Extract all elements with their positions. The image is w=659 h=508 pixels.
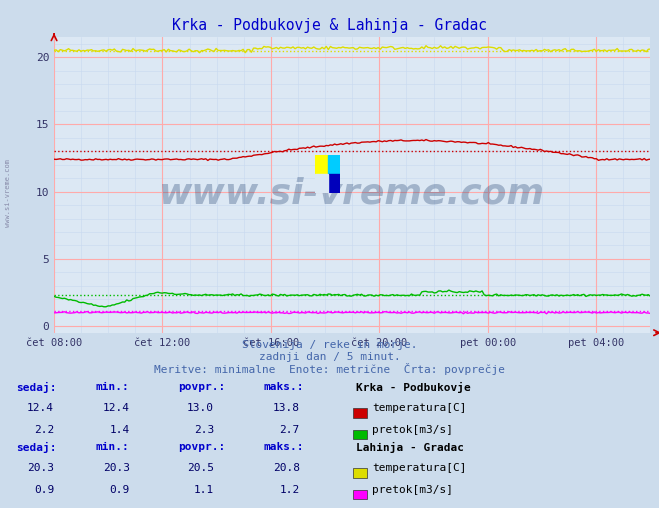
Text: 1.1: 1.1 [194, 485, 214, 495]
Text: Krka - Podbukovje & Lahinja - Gradac: Krka - Podbukovje & Lahinja - Gradac [172, 18, 487, 33]
Text: Krka - Podbukovje: Krka - Podbukovje [356, 382, 471, 393]
Text: Slovenija / reke in morje.: Slovenija / reke in morje. [242, 340, 417, 351]
Text: sedaj:: sedaj: [16, 442, 57, 453]
Text: 20.5: 20.5 [187, 463, 214, 473]
Text: 1.4: 1.4 [109, 425, 130, 435]
Text: povpr.:: povpr.: [178, 382, 225, 392]
Text: pretok[m3/s]: pretok[m3/s] [372, 485, 453, 495]
Polygon shape [315, 174, 328, 193]
Text: maks.:: maks.: [264, 382, 304, 392]
Text: 0.9: 0.9 [109, 485, 130, 495]
Text: sedaj:: sedaj: [16, 382, 57, 393]
Text: zadnji dan / 5 minut.: zadnji dan / 5 minut. [258, 352, 401, 362]
Text: Lahinja - Gradac: Lahinja - Gradac [356, 442, 464, 453]
Text: 2.7: 2.7 [279, 425, 300, 435]
Text: min.:: min.: [96, 382, 129, 392]
Text: min.:: min.: [96, 442, 129, 452]
Text: 20.3: 20.3 [27, 463, 54, 473]
Text: maks.:: maks.: [264, 442, 304, 452]
Polygon shape [328, 174, 340, 193]
Text: 2.3: 2.3 [194, 425, 214, 435]
Text: 20.8: 20.8 [273, 463, 300, 473]
Text: pretok[m3/s]: pretok[m3/s] [372, 425, 453, 435]
Text: povpr.:: povpr.: [178, 442, 225, 452]
Text: Meritve: minimalne  Enote: metrične  Črta: povprečje: Meritve: minimalne Enote: metrične Črta:… [154, 363, 505, 375]
Text: 20.3: 20.3 [103, 463, 130, 473]
Text: temperatura[C]: temperatura[C] [372, 463, 467, 473]
Text: temperatura[C]: temperatura[C] [372, 403, 467, 414]
Text: www.si-vreme.com: www.si-vreme.com [5, 159, 11, 227]
Text: 12.4: 12.4 [27, 403, 54, 414]
Text: 13.8: 13.8 [273, 403, 300, 414]
Text: 2.2: 2.2 [34, 425, 54, 435]
Text: 13.0: 13.0 [187, 403, 214, 414]
Text: 12.4: 12.4 [103, 403, 130, 414]
Text: 1.2: 1.2 [279, 485, 300, 495]
Polygon shape [328, 155, 340, 174]
Polygon shape [315, 155, 328, 174]
Text: 0.9: 0.9 [34, 485, 54, 495]
Text: www.si-vreme.com: www.si-vreme.com [159, 177, 545, 211]
